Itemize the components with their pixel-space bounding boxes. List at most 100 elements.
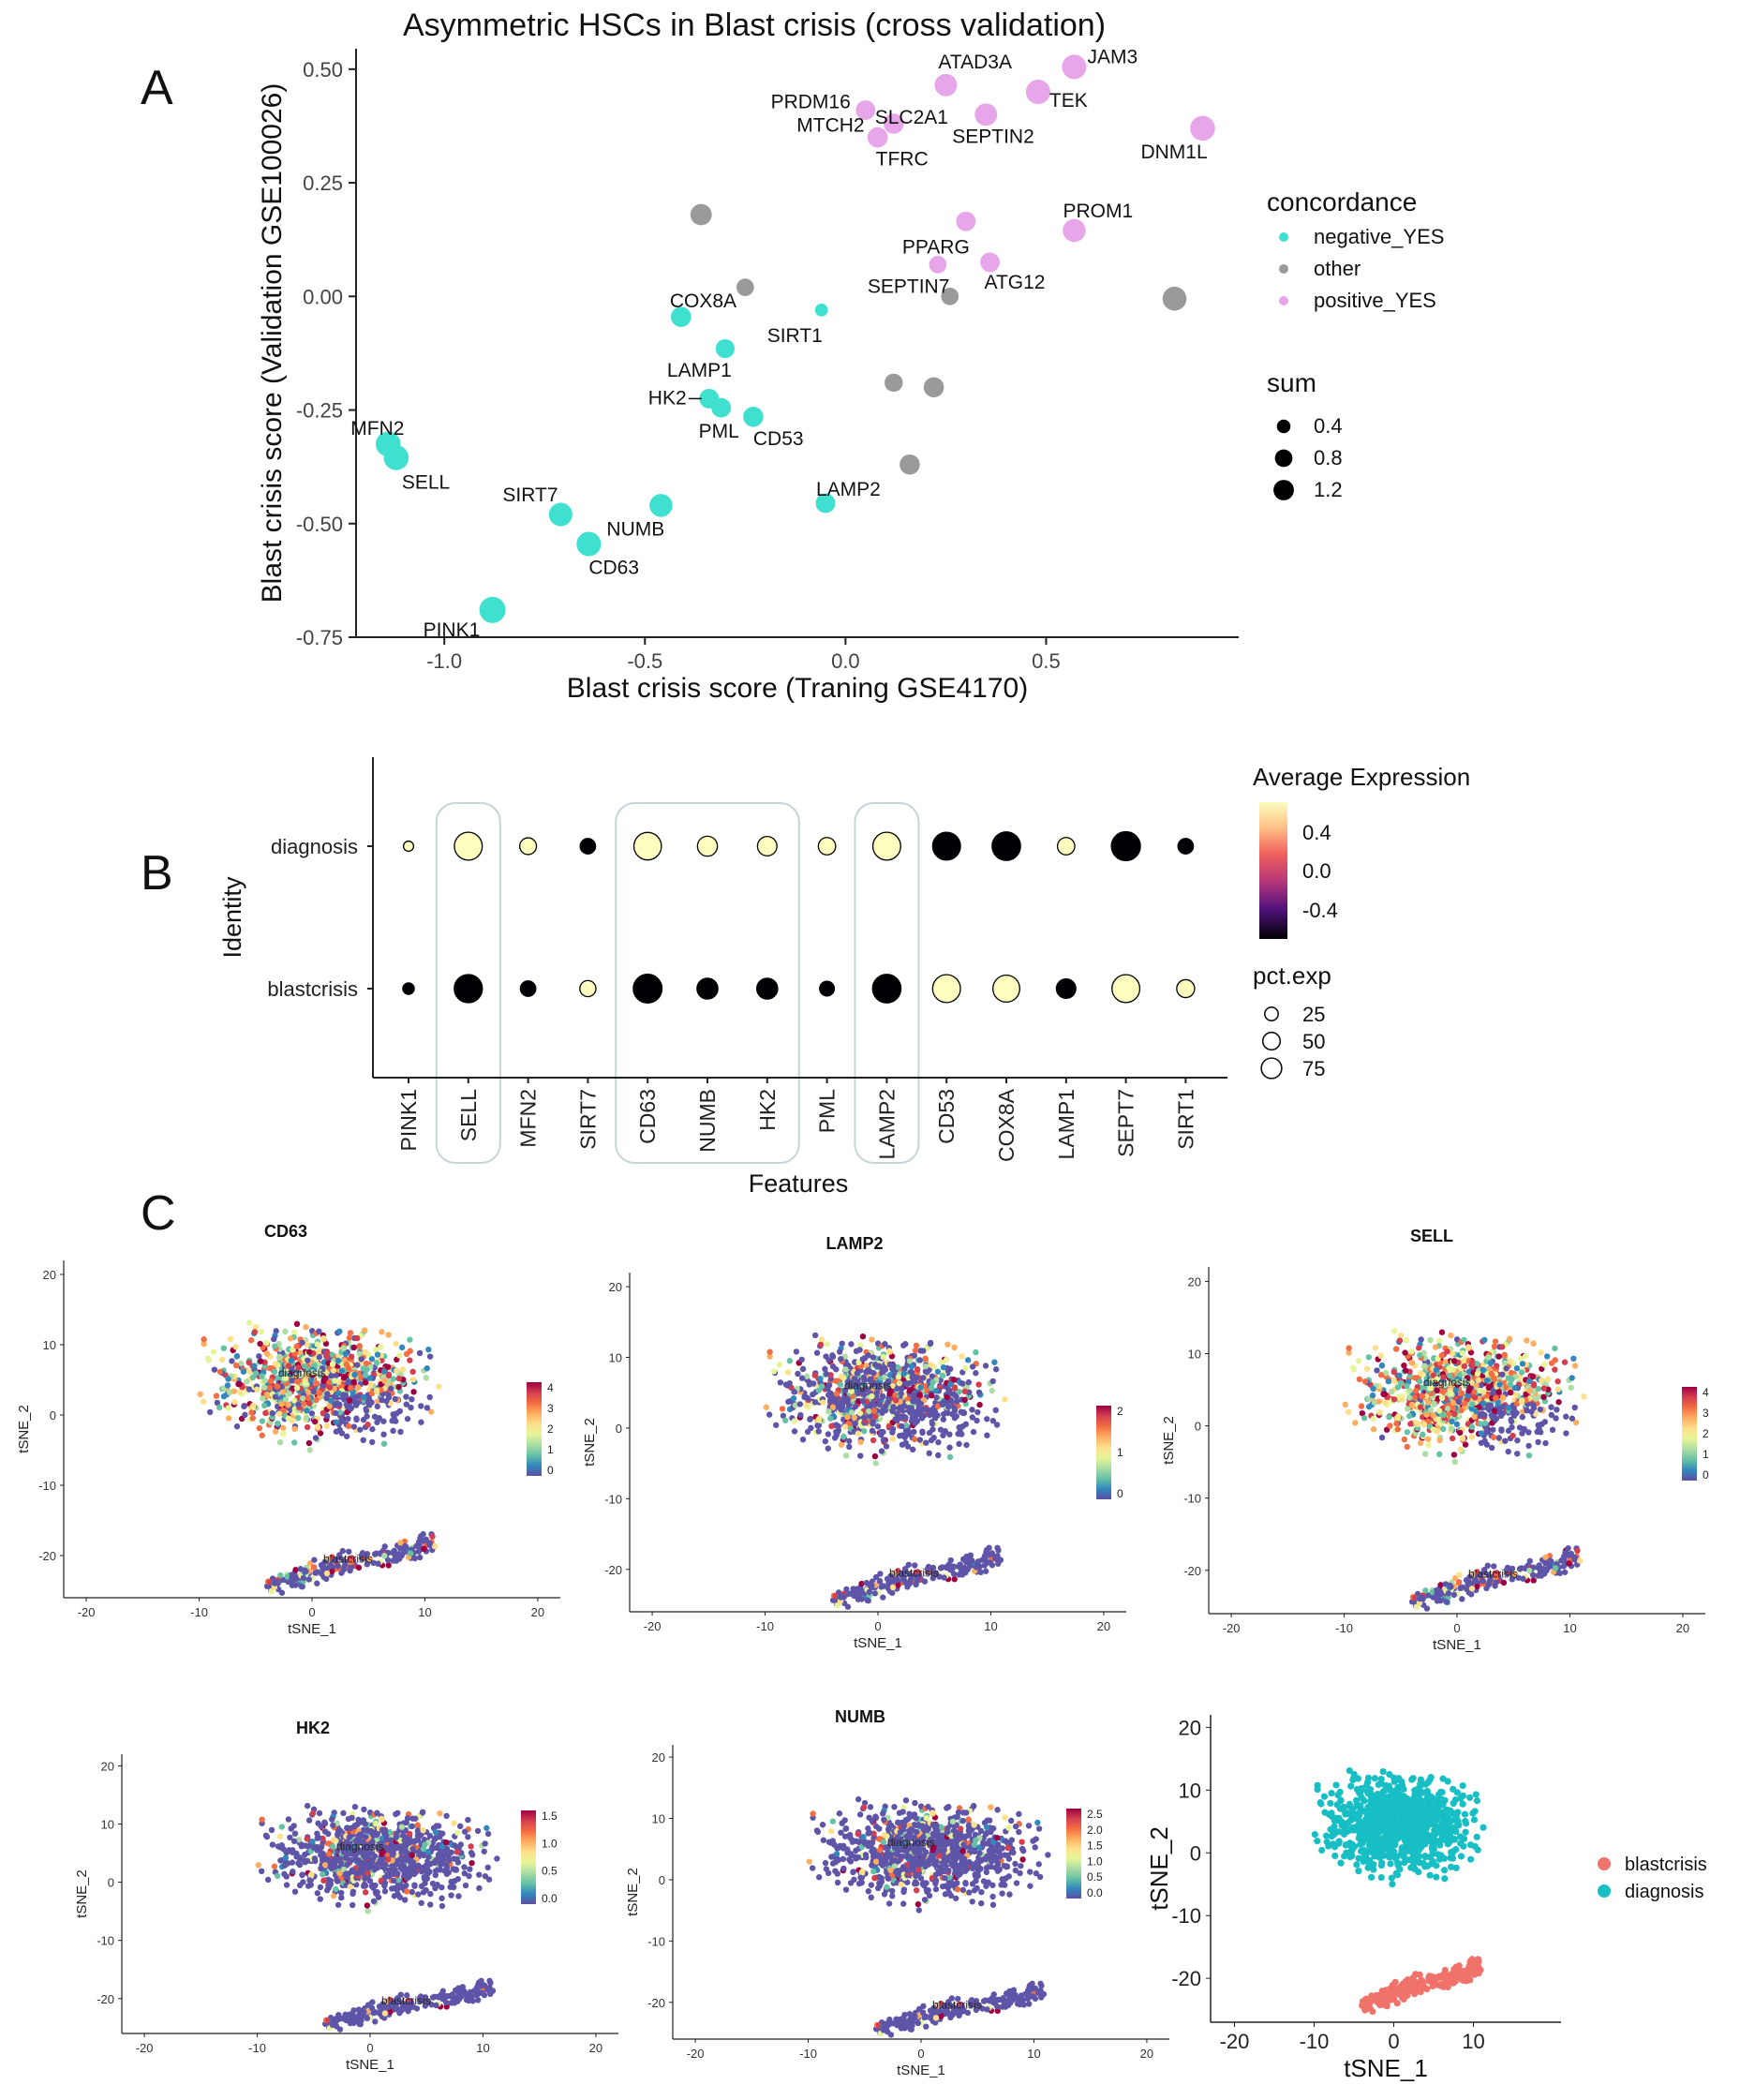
- tsne-cell: [1417, 1595, 1423, 1602]
- tsne-cell: [254, 1386, 260, 1393]
- tsne-cell: [963, 1441, 970, 1449]
- tsne-cell: [1475, 1377, 1482, 1383]
- tsne-cell: [231, 1399, 238, 1406]
- tsne-cell: [317, 1430, 324, 1437]
- tsne-cell: [817, 1376, 824, 1382]
- point-septin2: [974, 103, 998, 127]
- tsne-cell: [1432, 1344, 1439, 1350]
- tsne-cell: [1450, 1410, 1458, 1418]
- tsne-cell: [1555, 1399, 1562, 1406]
- tsne-cell: [814, 1422, 821, 1429]
- tsne-cell: [353, 1334, 361, 1342]
- tsne-cell: [926, 1407, 933, 1414]
- tsne-cell: [838, 1441, 845, 1448]
- tsne-cell: [336, 1328, 343, 1335]
- tsne-x-tick-label: -20: [78, 1605, 96, 1619]
- tsne-cell: [786, 1358, 794, 1364]
- tsne-y-label: tSNE_2: [582, 1418, 598, 1467]
- tsne-cell: [984, 1432, 990, 1438]
- tsne-cell: [258, 1358, 264, 1364]
- chart-a-x-label: Blast crisis score (Traning GSE4170): [567, 673, 1028, 704]
- tsne-cell: [260, 1384, 268, 1391]
- tsne-cell: [229, 1358, 235, 1364]
- tsne-x-tick-label: 20: [1676, 1621, 1689, 1635]
- tsne-cell: [476, 1871, 483, 1878]
- tsne-cell: [232, 1344, 239, 1350]
- point-label-sirt7: SIRT7: [502, 484, 558, 506]
- tsne-cell: [1450, 1452, 1458, 1458]
- tsne-cell: [871, 1452, 879, 1460]
- tsne-cell: [287, 1578, 294, 1585]
- tsne-cell: [1514, 1451, 1521, 1457]
- tsne-colorbar-label: 3: [547, 1402, 554, 1415]
- tsne-cell: [398, 1344, 406, 1351]
- tsne-cell: [1530, 1382, 1538, 1389]
- tsne-cell: [1363, 1365, 1371, 1372]
- tsne-cell: [982, 1363, 989, 1369]
- tsne-cell: [1509, 1408, 1517, 1416]
- tsne-cell: [1358, 1403, 1365, 1409]
- tsne-cell: [320, 1359, 328, 1365]
- tsne-cell: [858, 1589, 866, 1596]
- tsne-cell: [348, 1353, 355, 1360]
- tsne-cell: [963, 1553, 970, 1560]
- tsne-x-label: tSNE_1: [288, 1621, 336, 1637]
- tsne-cell: [291, 1425, 298, 1433]
- tsne-cell: [351, 1803, 359, 1810]
- tsne-cell: [1530, 1405, 1538, 1411]
- tsne-cell: [314, 1890, 321, 1897]
- tsne-cell: [416, 1554, 424, 1561]
- tsne-cell: [317, 1884, 324, 1891]
- point-lamp1: [715, 338, 736, 359]
- point-label-cd53: CD53: [753, 428, 804, 450]
- tsne-cell: [1483, 1377, 1491, 1384]
- tsne-cell: [857, 1452, 864, 1459]
- tsne-cell: [290, 1329, 298, 1336]
- point-sell: [383, 445, 409, 470]
- tsne-cell: [466, 1872, 472, 1880]
- tsne-cell: [225, 1405, 231, 1411]
- tsne-cell: [825, 1445, 831, 1452]
- tsne-cell: [1505, 1448, 1511, 1455]
- tsne-cell: [361, 1327, 368, 1333]
- tsne-cell: [1355, 1358, 1362, 1364]
- tsne-cell: [374, 1419, 380, 1425]
- tsne-cell: [882, 1366, 889, 1373]
- tsne-cell: [1493, 1394, 1499, 1402]
- tsne-cell: [810, 1391, 816, 1398]
- tsne-cell: [1365, 1354, 1373, 1361]
- dot-sell-diagnosis: [454, 831, 483, 861]
- tsne-cell: [445, 1857, 453, 1864]
- legend-pct-label-50: 50: [1302, 1030, 1325, 1053]
- tsne-cell: [1378, 1362, 1386, 1369]
- tsne-cell: [421, 1545, 427, 1553]
- tsne-cell: [275, 1420, 281, 1427]
- tsne-cell: [793, 1348, 800, 1355]
- tsne-cell: [1436, 1451, 1443, 1458]
- tsne-cell: [336, 1869, 343, 1877]
- tsne-cell: [763, 1404, 769, 1410]
- tsne-y-label: tSNE_2: [74, 1869, 90, 1918]
- tsne-cell: [461, 1864, 468, 1870]
- tsne-cell: [304, 1407, 310, 1414]
- dot-cox8a-diagnosis: [991, 831, 1021, 861]
- tsne-cell: [231, 1388, 238, 1394]
- tsne-cell: [330, 1367, 337, 1374]
- tsne-cell: [1488, 1370, 1495, 1378]
- tsne-title-cd63: CD63: [264, 1222, 307, 1241]
- tsne-cell: [323, 1570, 331, 1577]
- tsne-cell: [899, 1432, 905, 1438]
- tsne-cell: [432, 1829, 439, 1836]
- tsne-cell: [1349, 1364, 1357, 1371]
- tsne-cell: [1381, 1391, 1388, 1397]
- tsne-cell: [1404, 1429, 1411, 1436]
- tsne-cell: [343, 1870, 349, 1877]
- tsne-cell: [1509, 1376, 1515, 1383]
- tsne-cell: [1561, 1359, 1569, 1365]
- tsne-cell: [291, 1888, 299, 1895]
- point-label-pparg: PPARG: [902, 236, 970, 258]
- tsne-cell: [1387, 1422, 1393, 1429]
- tsne-y-tick-label: -20: [1183, 1564, 1201, 1578]
- tsne-cell: [914, 1397, 920, 1405]
- tsne-cell: [838, 1355, 844, 1363]
